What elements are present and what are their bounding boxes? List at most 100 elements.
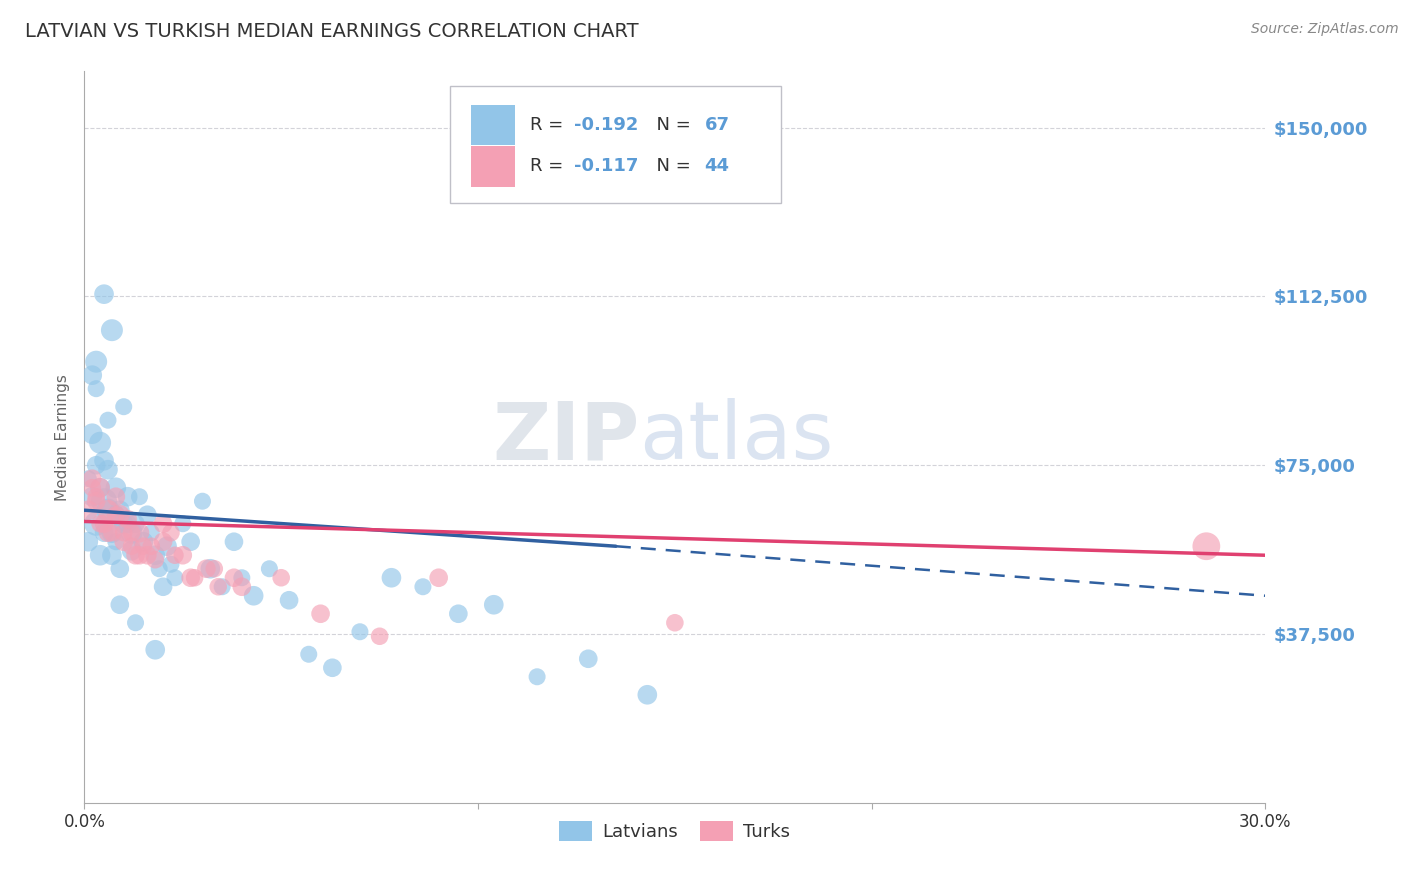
Text: 67: 67 [704, 116, 730, 134]
Text: -0.192: -0.192 [575, 116, 638, 134]
Point [152, 534, 174, 549]
Point [143, 642, 166, 657]
Point [195, 562, 218, 576]
Point [108, 598, 131, 612]
Point [101, 525, 124, 540]
FancyBboxPatch shape [471, 146, 516, 186]
Point [180, 571, 202, 585]
Legend: Latvians, Turks: Latvians, Turks [553, 814, 797, 848]
Point [101, 323, 124, 337]
Point [482, 598, 505, 612]
Point [143, 548, 166, 562]
Point [93, 494, 115, 508]
Point [128, 525, 150, 540]
Point [97, 525, 120, 540]
Point [112, 400, 135, 414]
Point [231, 580, 253, 594]
Point [93, 453, 115, 467]
Point [152, 516, 174, 531]
Point [112, 534, 135, 549]
Point [82, 490, 104, 504]
Point [156, 539, 179, 553]
Text: atlas: atlas [640, 398, 834, 476]
Point [211, 580, 233, 594]
Point [82, 472, 104, 486]
Point [77, 472, 100, 486]
Point [160, 525, 183, 540]
Point [84, 494, 107, 508]
Point [278, 593, 301, 607]
Point [349, 624, 371, 639]
Point [141, 525, 163, 540]
Point [128, 490, 150, 504]
Point [104, 534, 127, 549]
Point [97, 463, 120, 477]
Point [1195, 539, 1218, 553]
Point [207, 580, 229, 594]
Point [121, 525, 143, 540]
Point [412, 580, 434, 594]
Text: N =: N = [645, 116, 697, 134]
Point [576, 652, 599, 666]
Point [172, 548, 194, 562]
Point [141, 539, 163, 553]
Point [124, 615, 146, 630]
Point [143, 553, 166, 567]
Text: -0.117: -0.117 [575, 158, 638, 176]
Point [108, 508, 131, 522]
Point [148, 562, 170, 576]
Point [124, 516, 146, 531]
Point [117, 490, 139, 504]
Point [136, 508, 159, 522]
Point [108, 562, 131, 576]
Point [121, 525, 143, 540]
Point [77, 534, 100, 549]
Point [124, 548, 146, 562]
Point [84, 516, 107, 531]
Point [104, 508, 127, 522]
Text: Source: ZipAtlas.com: Source: ZipAtlas.com [1251, 22, 1399, 37]
Point [101, 525, 124, 540]
Point [136, 548, 159, 562]
Point [180, 534, 202, 549]
Point [108, 503, 131, 517]
Point [191, 494, 214, 508]
Point [309, 607, 332, 621]
Point [89, 548, 111, 562]
Text: R =: R = [530, 158, 568, 176]
Point [172, 516, 194, 531]
Point [636, 688, 658, 702]
Point [121, 539, 143, 553]
Point [104, 490, 127, 504]
Point [368, 629, 391, 643]
Point [121, 543, 143, 558]
Point [132, 539, 155, 553]
Point [97, 413, 120, 427]
Point [84, 382, 107, 396]
Text: 44: 44 [704, 158, 730, 176]
Point [117, 512, 139, 526]
Point [128, 548, 150, 562]
Point [242, 589, 264, 603]
Point [298, 647, 321, 661]
Point [89, 516, 111, 531]
Point [84, 354, 107, 368]
Point [82, 481, 104, 495]
Point [82, 368, 104, 383]
Point [132, 534, 155, 549]
Point [270, 571, 292, 585]
Point [84, 458, 107, 473]
Point [183, 571, 205, 585]
Point [82, 426, 104, 441]
Point [112, 516, 135, 531]
Text: N =: N = [645, 158, 697, 176]
Point [104, 481, 127, 495]
Point [112, 525, 135, 540]
Point [77, 503, 100, 517]
Point [321, 661, 343, 675]
Point [222, 571, 245, 585]
Point [93, 525, 115, 540]
Point [427, 571, 450, 585]
Point [97, 503, 120, 517]
Point [380, 571, 402, 585]
